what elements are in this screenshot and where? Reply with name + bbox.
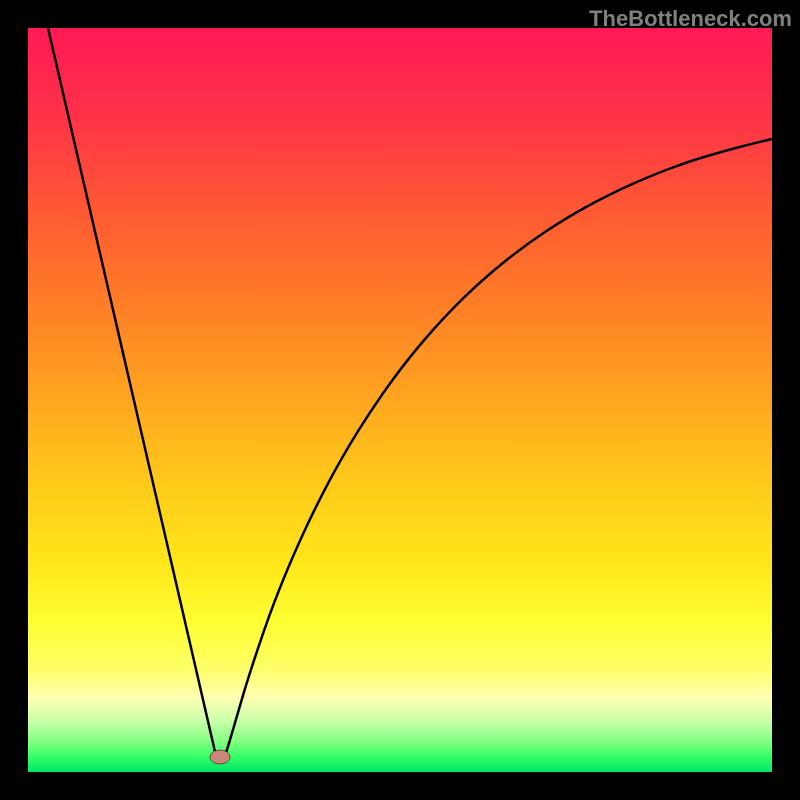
bottleneck-chart <box>0 0 800 800</box>
watermark-text: TheBottleneck.com <box>589 6 792 32</box>
chart-container: TheBottleneck.com <box>0 0 800 800</box>
optimal-point-marker <box>210 750 230 764</box>
plot-gradient-background <box>28 28 772 772</box>
